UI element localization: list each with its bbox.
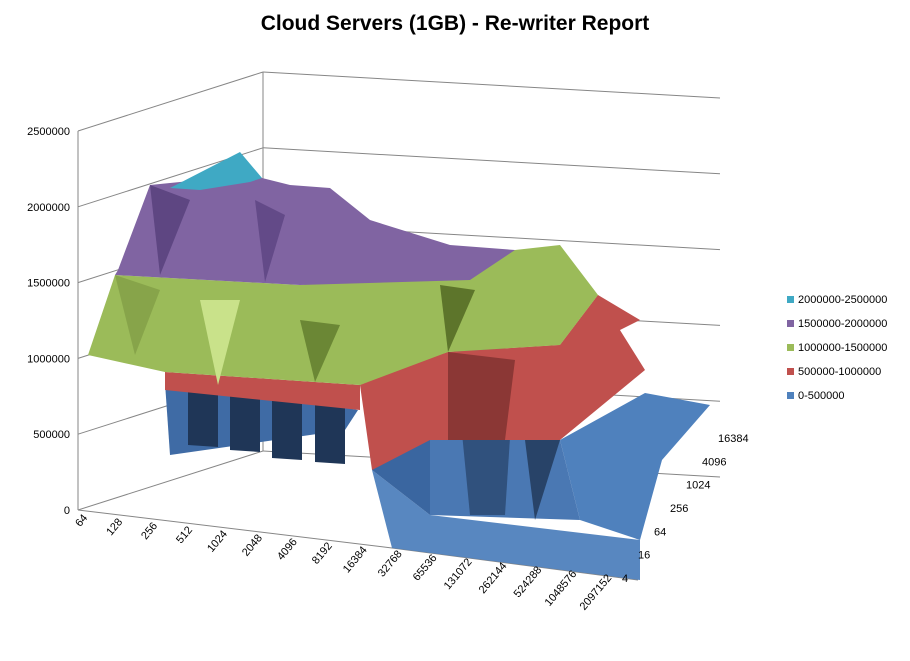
y-tick-label: 256 bbox=[670, 503, 688, 515]
side-wall-gridline bbox=[77, 71, 264, 132]
legend-swatch bbox=[787, 368, 794, 375]
y-tick-label: 4 bbox=[622, 573, 628, 585]
back-wall-gridline bbox=[262, 147, 721, 175]
surface-patch-cyan-peak bbox=[170, 152, 262, 190]
side-wall-gridline bbox=[77, 450, 264, 511]
surface-facet-light bbox=[200, 300, 240, 385]
back-wall-gridline bbox=[262, 71, 721, 99]
z-tick-label: 1500000 bbox=[27, 278, 70, 290]
x-tick-label: 16384 bbox=[341, 544, 370, 575]
z-tick-label: 0 bbox=[64, 505, 70, 517]
surface-facet-dark-2 bbox=[440, 285, 475, 352]
x-tick-label: 32768 bbox=[376, 548, 405, 579]
surface-red-shadow bbox=[448, 352, 515, 440]
z-tick-label: 1000000 bbox=[27, 353, 70, 365]
surface-plot bbox=[88, 152, 710, 580]
x-tick-label: 4096 bbox=[275, 536, 300, 562]
z-tick-label: 2000000 bbox=[27, 202, 70, 214]
x-tick-label: 128 bbox=[104, 516, 125, 538]
legend-swatch bbox=[787, 392, 794, 399]
surface-comb-slot bbox=[188, 385, 218, 447]
y-tick-label: 1024 bbox=[686, 480, 710, 492]
legend-label: 500000-1000000 bbox=[798, 366, 881, 378]
surface-comb-slot bbox=[230, 390, 260, 452]
x-tick-label: 1048576 bbox=[543, 568, 580, 609]
x-tick-label: 65536 bbox=[411, 552, 440, 583]
legend-swatch bbox=[787, 344, 794, 351]
x-tick-label: 2097152 bbox=[578, 572, 615, 613]
y-tick-label: 4096 bbox=[702, 456, 726, 468]
z-tick-label: 2500000 bbox=[27, 126, 70, 138]
x-tick-label: 262144 bbox=[477, 560, 510, 596]
legend-label: 1500000-2000000 bbox=[798, 318, 887, 330]
surface-facet-purple-dark-2 bbox=[255, 200, 285, 282]
surface-patch-red-left bbox=[165, 372, 360, 410]
x-tick-label: 524288 bbox=[512, 564, 545, 600]
legend-label: 1000000-1500000 bbox=[798, 342, 887, 354]
surface-facet-dark bbox=[300, 320, 340, 382]
x-tick-label: 256 bbox=[139, 520, 160, 542]
z-tick-label: 500000 bbox=[33, 429, 70, 441]
y-tick-label: 16384 bbox=[718, 433, 749, 445]
y-tick-label: 16 bbox=[638, 550, 650, 562]
x-tick-label: 64 bbox=[73, 512, 90, 529]
legend-swatch bbox=[787, 320, 794, 327]
chart-legend: 2000000-2500000 1500000-2000000 1000000-15… bbox=[787, 294, 887, 402]
x-tick-label: 1024 bbox=[205, 528, 230, 554]
surface-patch-blue-floor bbox=[372, 470, 640, 580]
legend-swatch bbox=[787, 296, 794, 303]
legend-label: 2000000-2500000 bbox=[798, 294, 887, 306]
surface-comb-slot bbox=[315, 402, 345, 464]
surface-comb-slot bbox=[272, 398, 302, 460]
surface-facet-mid bbox=[115, 275, 160, 355]
x-tick-label: 8192 bbox=[310, 540, 335, 566]
x-tick-label: 512 bbox=[174, 524, 195, 546]
surface-patch-purple bbox=[115, 175, 515, 285]
y-tick-label: 64 bbox=[654, 526, 666, 538]
x-tick-label: 2048 bbox=[240, 532, 265, 558]
surface-facet-purple-dark bbox=[150, 185, 190, 275]
legend-label: 0-500000 bbox=[798, 390, 845, 402]
chart-title: Cloud Servers (1GB) - Re-writer Report bbox=[260, 12, 650, 35]
x-tick-label: 131072 bbox=[442, 556, 475, 592]
surface-patch-blue-ridge bbox=[560, 393, 710, 540]
